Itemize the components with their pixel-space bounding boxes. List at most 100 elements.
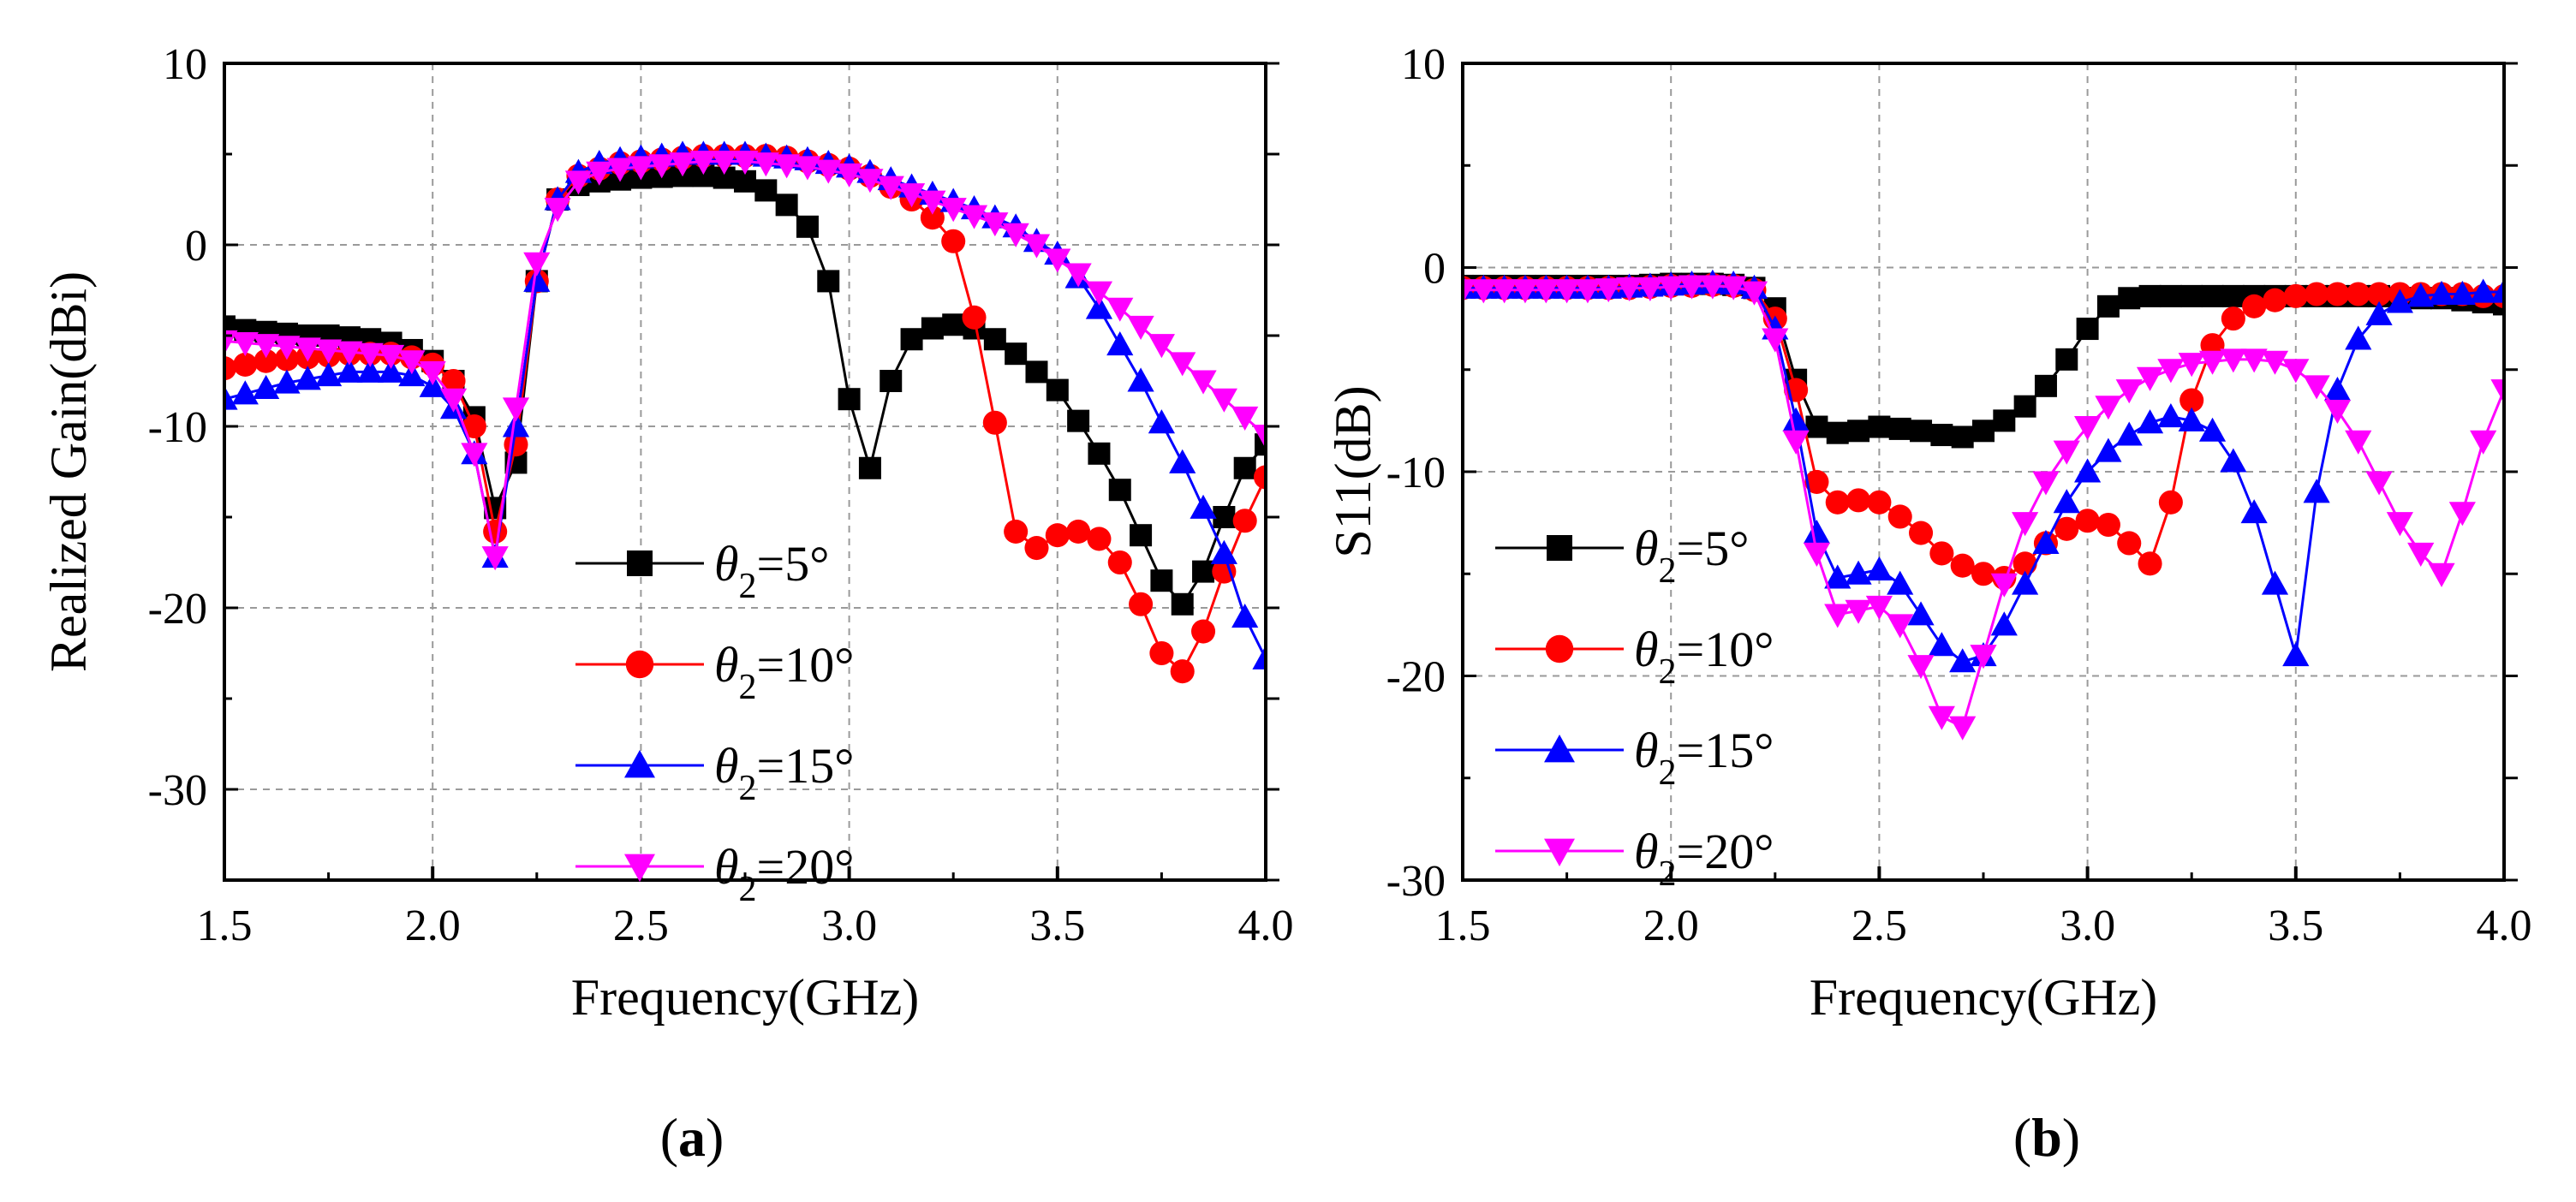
x-tick-label: 3.0 <box>2060 902 2115 950</box>
data-point <box>1066 519 1091 544</box>
data-point <box>544 198 571 223</box>
data-point <box>2220 448 2247 473</box>
data-point <box>1231 406 1259 431</box>
panel-a-tick-labels: 1.5 2.0 2.5 3.0 3.5 4.0 -30 -20 -10 0 10 <box>148 40 1294 950</box>
legend-marker <box>1544 735 1575 763</box>
data-point <box>1192 560 1215 583</box>
data-point <box>1191 619 1216 644</box>
data-point <box>1127 315 1154 340</box>
data-point <box>2323 377 2352 402</box>
data-point <box>377 358 405 383</box>
data-point <box>253 348 278 373</box>
data-point <box>2282 642 2310 667</box>
data-point <box>2323 399 2352 425</box>
data-point <box>942 313 965 336</box>
data-point <box>1005 342 1028 366</box>
data-point <box>2076 318 2099 341</box>
data-point <box>920 205 945 230</box>
data-point <box>2407 283 2435 307</box>
data-point <box>253 374 280 399</box>
data-point <box>2012 512 2039 537</box>
data-point <box>606 158 634 182</box>
data-point <box>2096 512 2120 538</box>
data-point <box>1044 248 1071 273</box>
data-point <box>1150 569 1173 592</box>
panel-b-s11-chart: 1.5 2.0 2.5 3.0 3.5 4.0 -30 -20 -10 0 10 Frequency… <box>1325 40 2532 1168</box>
data-point <box>2115 421 2143 446</box>
data-point <box>1023 234 1051 259</box>
data-point <box>2012 570 2039 595</box>
data-point <box>2305 282 2329 306</box>
data-point <box>1190 370 1217 395</box>
data-point <box>858 456 881 479</box>
data-point <box>1678 275 1706 300</box>
data-point <box>2428 562 2455 587</box>
data-point <box>1574 279 1601 304</box>
data-point <box>1210 388 1237 413</box>
legend-value: =5° <box>757 536 830 592</box>
panel-b-label-letter: b <box>2031 1107 2062 1168</box>
panel-b-y-axis-title: S11(dB) <box>1325 385 1381 557</box>
data-point <box>1213 506 1236 528</box>
data-point <box>2448 280 2476 305</box>
data-point <box>2034 374 2057 397</box>
legend-theta: θ <box>714 637 739 693</box>
data-point <box>2325 282 2350 306</box>
data-point <box>315 362 343 387</box>
data-point <box>1169 449 1196 473</box>
data-point <box>1887 614 1914 639</box>
legend-marker <box>625 650 654 679</box>
data-point <box>224 385 238 410</box>
legend-marker <box>1544 838 1575 866</box>
data-point <box>1064 263 1092 288</box>
data-point <box>2074 416 2102 441</box>
data-point <box>2053 440 2080 465</box>
data-point <box>2240 499 2268 524</box>
panel-a-label-letter: a <box>678 1107 706 1168</box>
panel-b-x-axis-title: Frequency(GHz) <box>1810 969 2158 1026</box>
data-point <box>1127 367 1154 392</box>
data-point <box>2159 284 2182 307</box>
data-point <box>1232 509 1257 533</box>
y-tick-label: -20 <box>148 585 207 634</box>
y-tick-label: 0 <box>185 222 207 271</box>
data-point <box>483 519 508 544</box>
legend-value: =20° <box>757 839 855 895</box>
data-point <box>2178 353 2205 378</box>
data-point <box>2386 512 2413 537</box>
data-point <box>2074 458 2102 483</box>
legend-label: θ2=5° <box>714 536 829 606</box>
data-point <box>2095 437 2122 462</box>
data-point <box>1470 279 1497 304</box>
legend-value: =5° <box>1677 521 1750 576</box>
series-triangle-down <box>224 151 1266 571</box>
data-point <box>2117 531 2142 556</box>
data-point <box>2367 282 2392 306</box>
data-point <box>2261 570 2289 595</box>
data-point <box>1907 655 1935 680</box>
data-point <box>419 360 446 385</box>
legend-item: θ2=15° <box>1495 723 1774 793</box>
panel-b-grid <box>1463 63 2504 880</box>
data-point <box>1803 519 1831 544</box>
series-triangle-down <box>1463 275 2504 741</box>
data-point <box>1826 421 1849 444</box>
data-point <box>2032 471 2060 496</box>
data-point <box>1824 604 1852 628</box>
y-tick-label: -10 <box>1386 449 1446 497</box>
data-point <box>2470 278 2497 303</box>
data-point <box>2180 284 2203 307</box>
data-point <box>441 368 466 394</box>
data-point <box>2138 551 2162 576</box>
y-tick-label: -30 <box>148 766 207 815</box>
data-point <box>273 336 301 360</box>
data-point <box>731 151 759 176</box>
x-tick-label: 4.0 <box>1238 902 1294 950</box>
data-point <box>336 358 363 383</box>
data-point <box>1825 490 1850 515</box>
data-point <box>817 270 840 293</box>
data-point <box>1637 277 1664 301</box>
data-point <box>1252 645 1266 669</box>
data-point <box>1990 573 2018 598</box>
data-point <box>1046 378 1069 402</box>
